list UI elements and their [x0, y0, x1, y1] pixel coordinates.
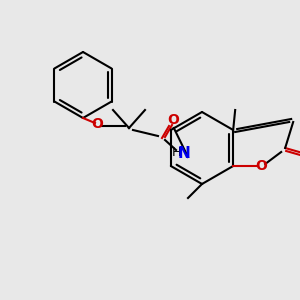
Text: O: O [255, 159, 267, 173]
Text: O: O [167, 113, 179, 127]
Text: O: O [91, 117, 103, 131]
Text: H: H [171, 146, 181, 160]
Text: N: N [178, 146, 190, 161]
Text: O: O [299, 145, 300, 159]
